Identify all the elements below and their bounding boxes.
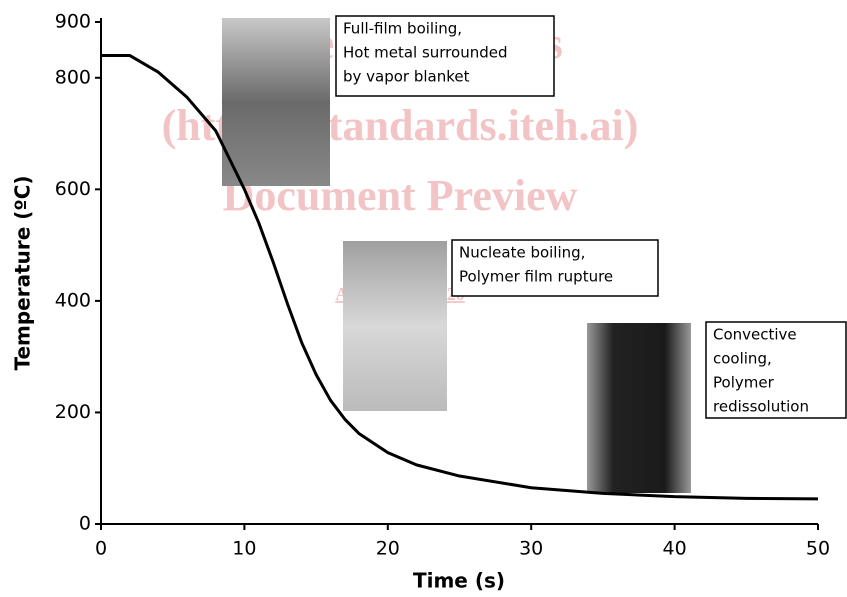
y-axis-label: Temperature (ºC) bbox=[11, 175, 35, 370]
x-tick-label: 20 bbox=[376, 538, 400, 560]
annotation-text: Full-film boiling, bbox=[343, 20, 462, 38]
y-tick-label: 200 bbox=[55, 401, 91, 423]
annotation-text: Convective bbox=[713, 326, 797, 344]
annotation-text: cooling, bbox=[713, 350, 772, 368]
annotation-box bbox=[335, 15, 555, 97]
annotation-box bbox=[451, 239, 659, 297]
y-tick-label: 600 bbox=[55, 178, 91, 200]
photo bbox=[343, 241, 447, 411]
x-tick-label: 40 bbox=[663, 538, 687, 560]
y-tick-label: 0 bbox=[79, 513, 91, 535]
y-tick-label: 900 bbox=[55, 11, 91, 33]
x-tick-label: 10 bbox=[232, 538, 256, 560]
x-tick-label: 30 bbox=[519, 538, 543, 560]
x-tick-label: 0 bbox=[95, 538, 107, 560]
annotation-text: Polymer bbox=[713, 374, 775, 392]
annotation-text: Hot metal surrounded bbox=[343, 44, 507, 62]
annotation-text: Nucleate boiling, bbox=[459, 244, 585, 262]
annotation-text: redissolution bbox=[713, 398, 809, 416]
annotation-text: by vapor blanket bbox=[343, 68, 470, 86]
y-tick-label: 400 bbox=[55, 289, 91, 311]
photo bbox=[587, 323, 691, 493]
line bbox=[101, 53, 819, 501]
x-axis-label: Time (s) bbox=[413, 569, 505, 593]
photo bbox=[222, 18, 330, 186]
annotation-box bbox=[705, 321, 847, 419]
annotation-text: Polymer film rupture bbox=[459, 268, 613, 286]
x-tick-label: 50 bbox=[806, 538, 830, 560]
y-tick-label: 800 bbox=[55, 66, 91, 88]
